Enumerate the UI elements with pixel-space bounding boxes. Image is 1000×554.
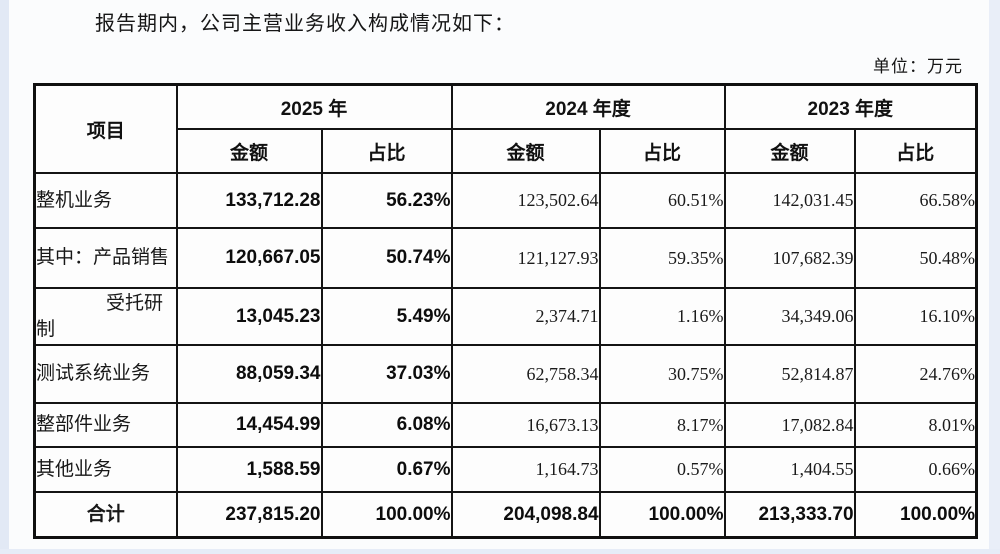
cell-ratio-2024: 60.51% [598,172,726,229]
cell-amount-2025: 237,815.20 [175,491,323,539]
cell-amount-2024: 121,127.93 [450,227,601,289]
cell-amount-2025: 1,588.59 [175,446,323,493]
page-edge-right [989,0,1000,554]
cell-item: 其中：产品销售 [33,227,178,289]
cell-amount-2025: 13,045.23 [175,287,323,346]
cell-ratio-2023: 16.10% [853,287,978,346]
cell-amount-2025: 88,059.34 [175,344,323,404]
cell-ratio-2023: 50.48% [853,227,978,289]
cell-ratio-2025: 100.00% [320,491,453,539]
table-row: 其他业务 1,588.59 0.67% 1,164.73 0.57% 1,404… [33,446,978,493]
cell-amount-2025: 14,454.99 [175,402,323,448]
table-row: 其中：产品销售 120,667.05 50.74% 121,127.93 59.… [33,227,978,289]
header-row-subcolumns: 金额 占比 金额 占比 金额 占比 [35,128,978,174]
cell-amount-2023: 52,814.87 [723,344,856,404]
cell-amount-2023: 107,682.39 [723,227,856,289]
cell-amount-2023: 17,082.84 [723,402,856,448]
table-row: 测试系统业务 88,059.34 37.03% 62,758.34 30.75%… [33,344,978,404]
cell-ratio-2023: 24.76% [853,344,978,404]
header-ratio-2023: 占比 [853,128,978,174]
cell-ratio-2024: 30.75% [598,344,726,404]
cell-amount-2024: 204,098.84 [450,491,601,539]
header-amount-2025: 金额 [175,128,323,174]
cell-ratio-2023: 100.00% [853,491,978,539]
cell-item: 其他业务 [33,446,178,493]
cell-amount-2023: 1,404.55 [723,446,856,493]
table-row: 整部件业务 14,454.99 6.08% 16,673.13 8.17% 17… [33,402,978,448]
cell-amount-2023: 142,031.45 [723,172,856,229]
cell-amount-2024: 62,758.34 [450,344,601,404]
table-row-total: 合计 237,815.20 100.00% 204,098.84 100.00%… [33,491,978,539]
cell-ratio-2023: 66.58% [853,172,978,229]
section-title: 报告期内，公司主营业务收入构成情况如下： [95,13,515,35]
cell-item-total: 合计 [33,491,178,539]
cell-ratio-2025: 37.03% [320,344,453,404]
header-item: 项目 [33,83,178,174]
cell-ratio-2024: 59.35% [598,227,726,289]
header-year-2023: 2023 年度 [723,83,978,130]
header-amount-2023: 金额 [723,128,856,174]
table-row: 受托研制 13,045.23 5.49% 2,374.71 1.16% 34,3… [33,287,978,346]
cell-amount-2024: 16,673.13 [450,402,601,448]
page-edge-bottom [0,549,1000,554]
cell-ratio-2025: 50.74% [320,227,453,289]
cell-item: 整机业务 [33,172,178,229]
cell-ratio-2024: 1.16% [598,287,726,346]
page-edge-left [0,0,9,554]
cell-ratio-2025: 6.08% [320,402,453,448]
cell-amount-2025: 120,667.05 [175,227,323,289]
cell-ratio-2025: 5.49% [320,287,453,346]
cell-amount-2024: 123,502.64 [450,172,601,229]
cell-item: 测试系统业务 [33,344,178,404]
cell-ratio-2024: 8.17% [598,402,726,448]
cell-ratio-2025: 56.23% [320,172,453,229]
unit-label: 单位：万元 [873,57,963,76]
table-row: 整机业务 133,712.28 56.23% 123,502.64 60.51%… [33,172,978,229]
cell-ratio-2024: 100.00% [598,491,726,539]
cell-amount-2023: 34,349.06 [723,287,856,346]
cell-amount-2024: 1,164.73 [450,446,601,493]
header-row-years: 项目 2025 年 2024 年度 2023 年度 [33,83,978,174]
cell-item: 受托研制 [33,287,178,346]
cell-ratio-2023: 8.01% [853,402,978,448]
header-ratio-2025: 占比 [320,128,453,174]
revenue-composition-table: 项目 2025 年 2024 年度 2023 年度 金额 占比 金额 占比 金额… [33,83,979,539]
cell-ratio-2024: 0.57% [598,446,726,493]
header-ratio-2024: 占比 [598,128,726,174]
cell-amount-2025: 133,712.28 [175,172,323,229]
cell-amount-2024: 2,374.71 [450,287,601,346]
cell-item: 整部件业务 [33,402,178,448]
header-year-2025: 2025 年 [175,83,453,130]
header-year-2024: 2024 年度 [450,83,726,130]
cell-amount-2023: 213,333.70 [723,491,856,539]
header-amount-2024: 金额 [450,128,601,174]
cell-ratio-2025: 0.67% [320,446,453,493]
cell-ratio-2023: 0.66% [853,446,978,493]
